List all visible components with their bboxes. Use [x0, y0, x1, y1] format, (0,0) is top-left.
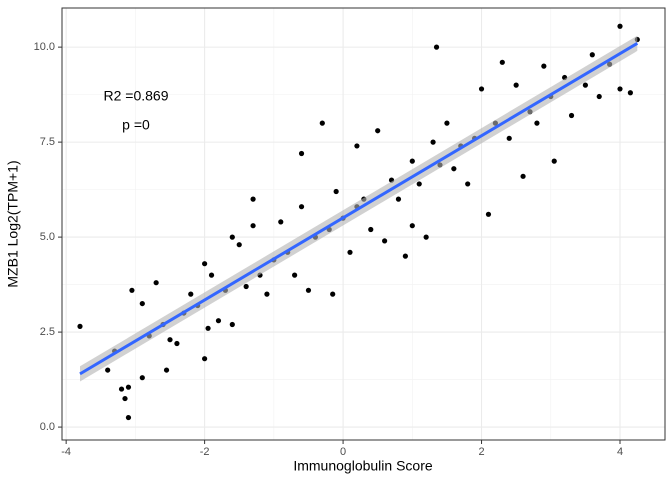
- point: [465, 181, 471, 187]
- annotation: p =0: [122, 117, 150, 133]
- point: [402, 253, 408, 259]
- point: [174, 340, 180, 347]
- point: [139, 300, 145, 307]
- x-tick-label: -2: [200, 446, 210, 458]
- point: [215, 318, 222, 324]
- point: [354, 143, 360, 149]
- y-axis-title: MZB1 Log2(TPM+1): [5, 160, 21, 287]
- point: [423, 234, 429, 240]
- point: [375, 128, 381, 134]
- point: [330, 291, 336, 297]
- y-tick-label: 7.5: [40, 136, 55, 148]
- point: [125, 414, 132, 421]
- fit-line: [79, 42, 639, 376]
- x-tick-label: 4: [617, 446, 623, 458]
- point: [551, 158, 557, 164]
- y-tick-label: 5.0: [40, 231, 55, 243]
- point: [596, 93, 602, 100]
- point: [333, 188, 339, 195]
- panel-border: [61, 7, 666, 441]
- point: [382, 238, 388, 244]
- point: [416, 181, 422, 187]
- annotation: R2 =0.869: [104, 88, 169, 104]
- point: [292, 272, 298, 278]
- point: [368, 226, 374, 233]
- point: [77, 323, 83, 329]
- point: [278, 219, 284, 225]
- point: [298, 204, 305, 210]
- point: [319, 120, 325, 126]
- point: [243, 283, 249, 290]
- point: [589, 52, 595, 58]
- point: [129, 287, 135, 293]
- point: [395, 196, 402, 202]
- point: [617, 23, 623, 29]
- y-tick-label: 0.0: [40, 421, 55, 433]
- point: [208, 272, 215, 278]
- point: [298, 150, 305, 157]
- point: [125, 384, 132, 390]
- point: [264, 291, 270, 297]
- point: [513, 82, 519, 88]
- point: [627, 90, 633, 96]
- point: [250, 223, 256, 229]
- x-tick-label: 2: [478, 446, 484, 458]
- point: [478, 86, 485, 92]
- point: [105, 367, 111, 373]
- point: [202, 261, 208, 267]
- point: [568, 112, 575, 119]
- point: [499, 59, 505, 65]
- point: [229, 321, 235, 328]
- point: [520, 173, 526, 179]
- point: [202, 356, 208, 362]
- point: [430, 139, 436, 145]
- point: [347, 249, 353, 255]
- point: [451, 166, 457, 172]
- point: [188, 291, 194, 297]
- x-axis-title: Immunoglobulin Score: [293, 458, 433, 474]
- plot-panel: [62, 8, 665, 440]
- x-tick-label: -4: [61, 446, 71, 458]
- point: [444, 120, 450, 126]
- point: [236, 242, 242, 248]
- point: [409, 158, 415, 164]
- point: [118, 386, 125, 392]
- point: [205, 325, 211, 331]
- point: [617, 86, 623, 92]
- point: [485, 211, 492, 217]
- point: [506, 135, 512, 141]
- point: [305, 287, 312, 293]
- point: [433, 44, 440, 50]
- point: [122, 395, 128, 402]
- point: [541, 63, 547, 69]
- point: [229, 234, 235, 240]
- point: [163, 367, 170, 373]
- point: [250, 196, 256, 202]
- y-tick-label: 2.5: [40, 326, 55, 338]
- point: [534, 120, 540, 126]
- point: [582, 82, 588, 88]
- point: [153, 280, 159, 286]
- y-tick-label: 10.0: [34, 41, 55, 53]
- x-tick-label: 0: [340, 446, 346, 458]
- point: [167, 337, 173, 343]
- point: [409, 223, 415, 229]
- point: [139, 375, 145, 381]
